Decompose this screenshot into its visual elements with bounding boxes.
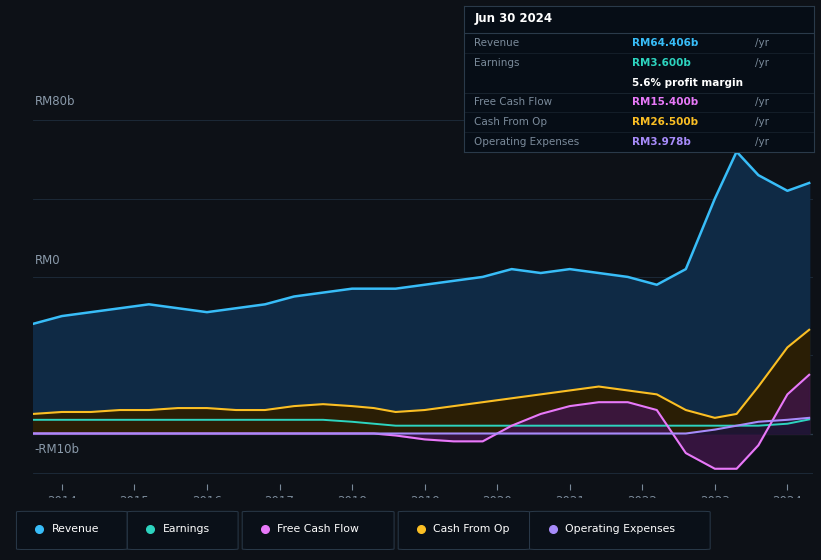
Text: /yr: /yr [754,118,768,128]
Text: RM26.500b: RM26.500b [632,118,699,128]
Text: -RM10b: -RM10b [34,443,80,456]
Text: RM80b: RM80b [34,95,75,108]
Text: Revenue: Revenue [475,38,520,48]
FancyBboxPatch shape [242,511,394,549]
Text: /yr: /yr [754,38,768,48]
FancyBboxPatch shape [16,511,127,549]
Text: RM64.406b: RM64.406b [632,38,699,48]
Text: Jun 30 2024: Jun 30 2024 [475,12,553,25]
Text: Revenue: Revenue [52,524,99,534]
Text: Cash From Op: Cash From Op [433,524,510,534]
Text: Operating Expenses: Operating Expenses [565,524,675,534]
Text: 5.6% profit margin: 5.6% profit margin [632,78,743,87]
Text: Operating Expenses: Operating Expenses [475,137,580,147]
Text: RM15.400b: RM15.400b [632,97,699,108]
Text: RM0: RM0 [34,254,60,268]
Text: RM3.978b: RM3.978b [632,137,691,147]
Text: Earnings: Earnings [475,58,520,68]
FancyBboxPatch shape [530,511,710,549]
Text: Earnings: Earnings [163,524,209,534]
Text: Cash From Op: Cash From Op [475,118,548,128]
Text: /yr: /yr [754,58,768,68]
Text: /yr: /yr [754,97,768,108]
Text: Free Cash Flow: Free Cash Flow [277,524,360,534]
FancyBboxPatch shape [398,511,530,549]
Text: Free Cash Flow: Free Cash Flow [475,97,553,108]
FancyBboxPatch shape [127,511,238,549]
Text: RM3.600b: RM3.600b [632,58,691,68]
Text: /yr: /yr [754,137,768,147]
